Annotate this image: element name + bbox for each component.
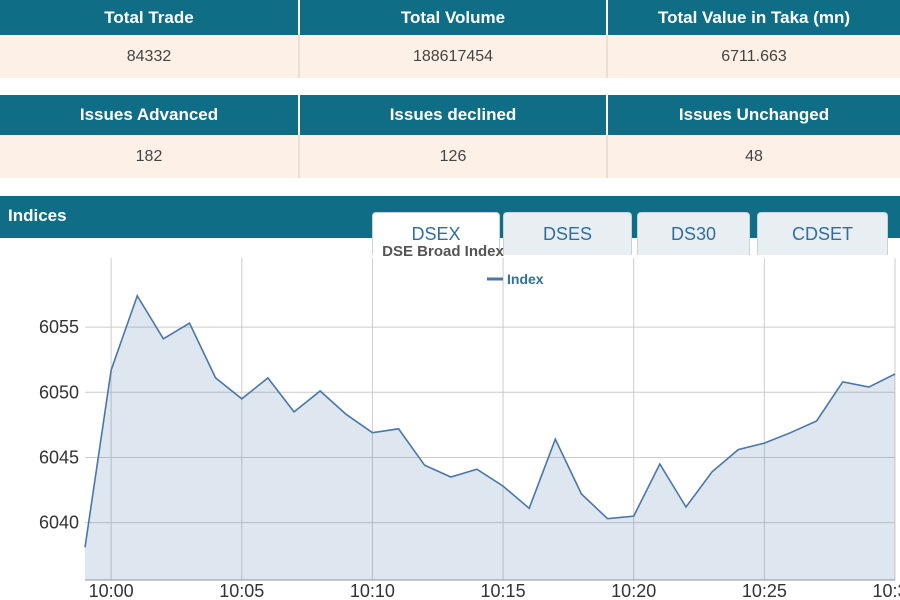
summary-header: Total Trade Total Volume Total Value in … — [0, 0, 900, 35]
x-tick-label: 10:10 — [350, 581, 395, 600]
data-cell: 6711.663 — [608, 35, 900, 78]
y-tick-label: 6040 — [39, 513, 79, 533]
area — [85, 295, 895, 580]
line — [84, 293, 896, 548]
data-cell: 188617454 — [300, 35, 608, 78]
header-cell: Issues Advanced — [0, 95, 300, 135]
tab[interactable]: CDSET — [757, 212, 888, 255]
tab[interactable]: DS30 — [637, 212, 750, 255]
header-cell: Total Trade — [0, 0, 300, 35]
x-tick-label: 10:25 — [742, 581, 787, 600]
indices-title: Indices — [8, 206, 67, 225]
y-tick-label: 6055 — [39, 317, 79, 337]
x-tick-label: 10:20 — [611, 581, 656, 600]
header-cell: Issues Unchanged — [608, 95, 900, 135]
tab[interactable]: DSES — [503, 212, 632, 255]
data-cell: 126 — [300, 135, 608, 178]
y-tick-label: 6050 — [39, 382, 79, 402]
data-cell: 48 — [608, 135, 900, 178]
y-tick-label: 6045 — [39, 447, 79, 467]
legend-label: Index — [507, 271, 544, 287]
issues-header: Issues Advanced Issues declined Issues U… — [0, 95, 900, 135]
summary-row: 84332 188617454 6711.663 — [0, 35, 900, 78]
header-cell: Issues declined — [300, 95, 608, 135]
header-cell: Total Volume — [300, 0, 608, 35]
x-tick-label: 10:30 — [872, 581, 900, 600]
issues-row: 182 126 48 — [0, 135, 900, 178]
data-cell: 182 — [0, 135, 300, 178]
x-tick-label: 10:05 — [219, 581, 264, 600]
x-tick-label: 10:00 — [89, 581, 134, 600]
x-tick-label: 10:15 — [481, 581, 526, 600]
data-cell: 84332 — [0, 35, 300, 78]
tab[interactable]: DSEX — [372, 212, 500, 255]
header-cell: Total Value in Taka (mn) — [608, 0, 900, 35]
